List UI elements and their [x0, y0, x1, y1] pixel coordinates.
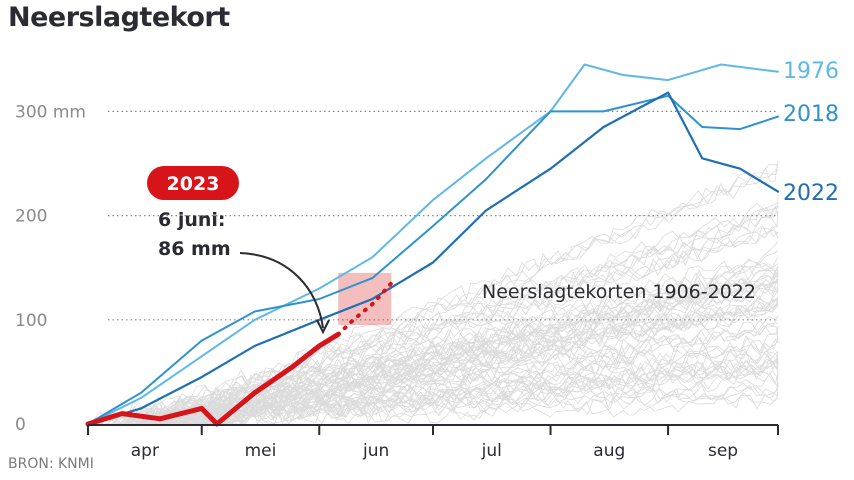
historic-line [107, 271, 779, 425]
x-tick-label-jul: jul [481, 441, 502, 461]
historic-line [120, 382, 779, 425]
historic-line [143, 372, 779, 425]
historic-line [168, 352, 779, 425]
historic-line [125, 263, 779, 425]
y-tick-labels: 0 100 200 300 mm [15, 102, 86, 435]
x-tick-label-jun: jun [362, 441, 389, 461]
annotation-value: 86 mm [158, 238, 231, 260]
historic-line [127, 384, 779, 425]
historic-line [111, 337, 779, 425]
historic-line [118, 210, 779, 425]
series-line-1976 [87, 63, 779, 425]
historic-line [169, 364, 779, 425]
historic-line [173, 288, 779, 425]
year-badge-bg [147, 166, 239, 200]
y-tick-label-200: 200 [15, 207, 47, 227]
series-label-2018: 2018 [783, 102, 839, 127]
x-tick-label-aug: aug [593, 441, 625, 461]
historic-line [134, 161, 779, 425]
x-axis: apr mei jun jul aug sep [87, 424, 779, 461]
historic-line [93, 357, 779, 425]
historic-line [105, 279, 779, 425]
chart-title: Neerslagtekort [8, 2, 230, 33]
historic-line [132, 370, 779, 425]
series-line-2018 [87, 94, 779, 425]
historic-line [147, 301, 779, 425]
historic-line [172, 276, 779, 425]
historic-line [128, 225, 779, 425]
historic-line [144, 360, 779, 425]
historic-line [133, 240, 779, 425]
historic-line [138, 280, 779, 425]
historic-line [108, 229, 779, 425]
historic-line [103, 279, 779, 425]
historic-line [155, 316, 779, 425]
historic-line [177, 269, 779, 425]
historic-line [168, 393, 779, 425]
historic-line [110, 259, 779, 425]
x-tick-label-sep: sep [708, 441, 738, 461]
historic-line [164, 267, 779, 425]
historic-line [113, 301, 779, 425]
historic-line [115, 338, 779, 425]
gridlines [108, 110, 778, 321]
historic-line [157, 358, 779, 425]
historic-line [146, 162, 779, 425]
historic-line [169, 359, 779, 425]
historic-range-label: Neerslagtekorten 1906-2022 [482, 281, 756, 303]
annotation-date: 6 juni: [158, 209, 226, 231]
y-tick-label-300: 300 mm [15, 102, 86, 122]
y-tick-label-0: 0 [15, 415, 26, 435]
historic-line [171, 202, 779, 425]
historic-line [154, 168, 779, 425]
historic-line [160, 224, 779, 425]
historic-line [162, 350, 779, 425]
x-tick-label-mei: mei [245, 441, 277, 461]
series-line-2022 [86, 91, 780, 426]
historic-line [103, 270, 779, 425]
x-tick-label-apr: apr [131, 441, 159, 461]
historic-line [138, 256, 779, 425]
historic-line [90, 205, 779, 425]
historic-line [101, 275, 779, 425]
historic-line [110, 204, 779, 425]
historic-line [135, 297, 779, 425]
annotation-arrow [239, 252, 324, 329]
historic-line [129, 266, 779, 425]
annotation-arrowhead [316, 319, 330, 335]
year-badge: 2023 [167, 173, 220, 195]
source-credit: BRON: KNMI [8, 456, 94, 472]
series-lines [85, 63, 780, 427]
historic-line [138, 348, 779, 425]
historic-line [164, 358, 779, 425]
series-label-1976: 1976 [783, 59, 839, 84]
historic-line [158, 290, 779, 425]
historic-line [155, 205, 779, 425]
y-tick-label-100: 100 [15, 311, 47, 331]
historic-line [141, 250, 779, 425]
historic-line [176, 303, 779, 425]
series-line-2023-projection [336, 281, 394, 337]
historic-line [175, 266, 779, 425]
historic-line [134, 227, 779, 425]
historic-line [151, 298, 779, 425]
historic-line [154, 319, 779, 425]
historic-line [175, 287, 779, 425]
historic-line [139, 323, 779, 425]
historic-line [114, 340, 779, 425]
historic-line [161, 280, 779, 425]
historic-line [130, 300, 779, 425]
historic-line [166, 332, 779, 425]
series-label-2022: 2022 [783, 181, 839, 206]
historic-line [163, 321, 779, 425]
historic-line [91, 381, 779, 425]
